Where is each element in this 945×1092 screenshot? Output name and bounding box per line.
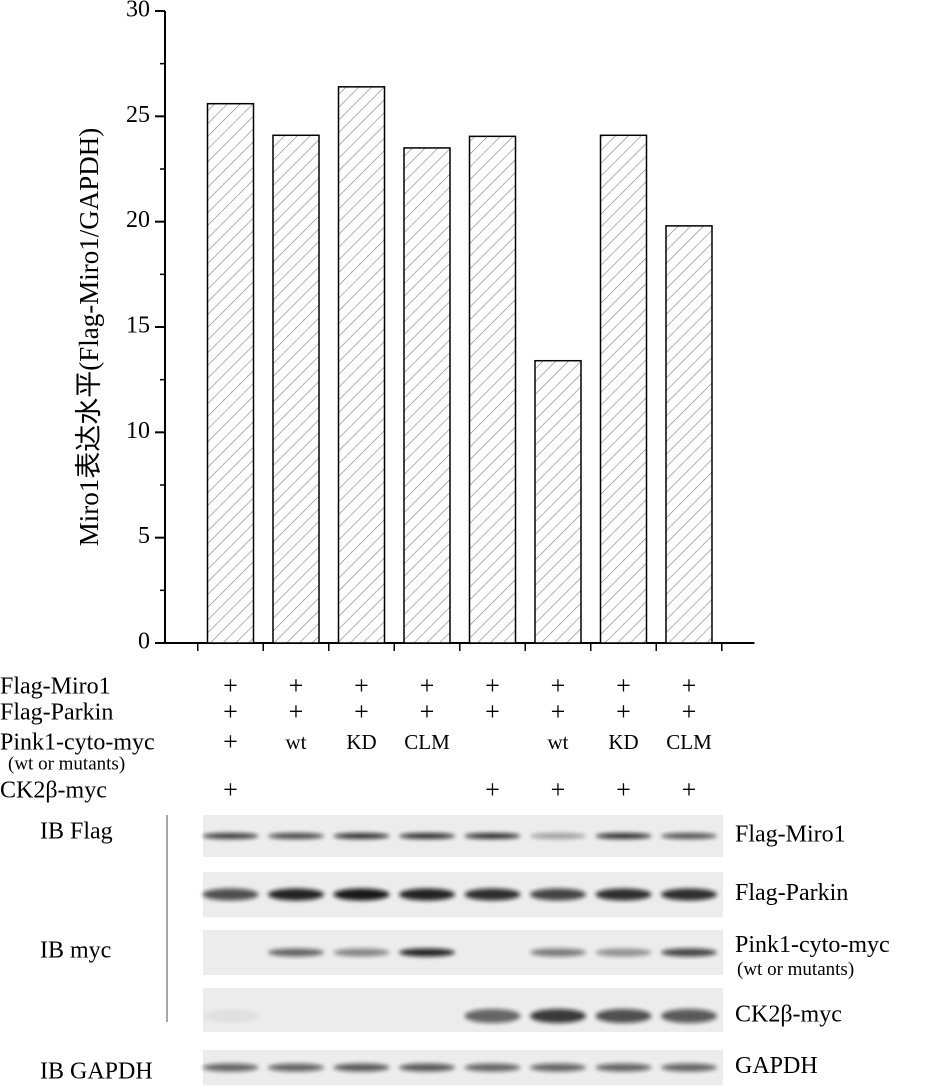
blot-band bbox=[202, 1063, 259, 1072]
y-tick-label: 5 bbox=[138, 523, 150, 549]
blot-band bbox=[661, 833, 717, 839]
blot-band bbox=[530, 1063, 586, 1072]
blot-band bbox=[464, 1063, 521, 1072]
condition-cell: KD bbox=[608, 730, 638, 754]
condition-cell: + bbox=[485, 697, 500, 726]
blot-band bbox=[202, 888, 259, 901]
band-label: CK2β-myc bbox=[735, 1002, 842, 1028]
blot-band bbox=[202, 833, 259, 839]
condition-cell: + bbox=[223, 727, 238, 756]
band-note: (wt or mutants) bbox=[737, 959, 854, 980]
condition-cell: + bbox=[682, 697, 697, 726]
blot-band bbox=[530, 888, 586, 901]
condition-label: Flag-Miro1 bbox=[0, 674, 111, 700]
blot-band bbox=[661, 1063, 717, 1072]
condition-cell: + bbox=[420, 671, 435, 700]
blot-panel bbox=[203, 988, 723, 1032]
condition-cell: + bbox=[289, 671, 304, 700]
blot-band bbox=[333, 888, 390, 901]
bar bbox=[337, 86, 386, 644]
blot-band bbox=[595, 1063, 652, 1072]
condition-cell: + bbox=[354, 697, 369, 726]
condition-cell: + bbox=[616, 775, 631, 804]
blot-band bbox=[268, 833, 324, 839]
blot-band bbox=[268, 1063, 324, 1072]
condition-cell: + bbox=[420, 697, 435, 726]
blot-band bbox=[661, 888, 717, 901]
band-label: Flag-Parkin bbox=[735, 880, 848, 906]
condition-label: CK2β-myc bbox=[0, 778, 107, 804]
blot-band bbox=[399, 948, 455, 957]
blot-band bbox=[333, 948, 390, 957]
bar bbox=[534, 359, 582, 644]
condition-cell: CLM bbox=[666, 730, 712, 754]
y-tick-label: 25 bbox=[126, 102, 150, 128]
blot-band bbox=[661, 1009, 717, 1023]
blot-band bbox=[595, 888, 652, 901]
bar bbox=[403, 147, 451, 644]
condition-cell: + bbox=[223, 671, 238, 700]
band-label: Flag-Miro1 bbox=[735, 822, 846, 848]
blot-group-label: IB GAPDH bbox=[40, 1059, 153, 1085]
blot-band bbox=[464, 833, 521, 839]
blot-band bbox=[464, 1009, 521, 1023]
condition-cell: + bbox=[551, 671, 566, 700]
condition-cell: + bbox=[354, 671, 369, 700]
blot-group-label: IB myc bbox=[40, 938, 111, 964]
blot-band bbox=[399, 888, 455, 901]
bar bbox=[599, 134, 648, 644]
blot-band bbox=[268, 948, 324, 957]
condition-cell: + bbox=[485, 775, 500, 804]
blot-band bbox=[268, 888, 324, 901]
condition-cell: + bbox=[551, 697, 566, 726]
y-tick-label: 20 bbox=[126, 207, 150, 233]
blot-band bbox=[202, 1009, 259, 1023]
blot-band bbox=[399, 833, 455, 839]
blot-band bbox=[530, 833, 586, 839]
y-tick-label: 0 bbox=[138, 629, 150, 655]
condition-label: Pink1-cyto-myc bbox=[0, 730, 155, 756]
condition-cell: + bbox=[289, 697, 304, 726]
condition-cell: CLM bbox=[404, 730, 450, 754]
condition-cell: + bbox=[616, 671, 631, 700]
condition-cell: + bbox=[551, 775, 566, 804]
blot-group-label: IB Flag bbox=[40, 819, 113, 845]
condition-cell: wt bbox=[548, 730, 569, 754]
condition-cell: + bbox=[682, 775, 697, 804]
bar bbox=[206, 102, 255, 644]
blot-band bbox=[399, 1063, 455, 1072]
bar bbox=[665, 225, 713, 644]
condition-cell: KD bbox=[346, 730, 376, 754]
y-tick-label: 10 bbox=[126, 418, 150, 444]
condition-cell: + bbox=[616, 697, 631, 726]
condition-cell: wt bbox=[286, 730, 307, 754]
blot-band bbox=[333, 833, 390, 839]
blot-band bbox=[595, 948, 652, 957]
condition-cell: + bbox=[223, 697, 238, 726]
band-label: Pink1-cyto-myc bbox=[735, 932, 890, 958]
y-axis-label: Miro1表达水平(Flag-Miro1/GAPDH) bbox=[74, 128, 104, 547]
y-tick-label: 30 bbox=[126, 0, 150, 23]
blot-band bbox=[661, 948, 717, 957]
blot-band bbox=[530, 948, 586, 957]
blot-band bbox=[333, 1063, 390, 1072]
condition-label: Flag-Parkin bbox=[0, 700, 113, 726]
condition-cell: + bbox=[485, 671, 500, 700]
blot-band bbox=[464, 888, 521, 901]
bar bbox=[468, 135, 517, 644]
band-label: GAPDH bbox=[735, 1053, 818, 1079]
blot-band bbox=[595, 1009, 652, 1023]
condition-note: (wt or mutants) bbox=[8, 753, 125, 774]
blot-band bbox=[530, 1009, 586, 1023]
condition-cell: + bbox=[682, 671, 697, 700]
condition-cell: + bbox=[223, 775, 238, 804]
y-tick-label: 15 bbox=[126, 313, 150, 339]
bar bbox=[272, 134, 320, 644]
blot-band bbox=[595, 833, 652, 839]
